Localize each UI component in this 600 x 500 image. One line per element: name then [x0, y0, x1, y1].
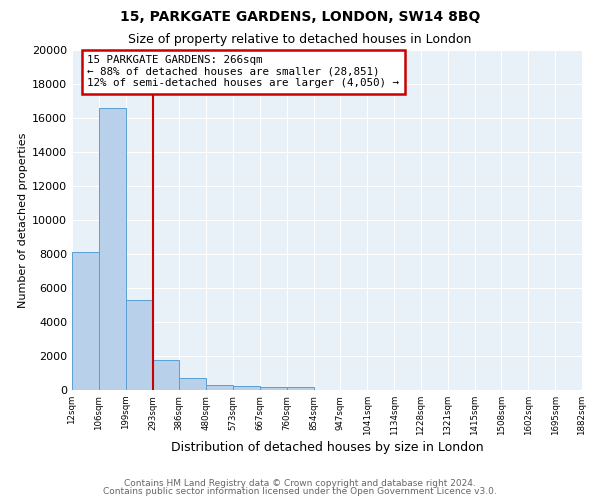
Bar — [287, 387, 314, 390]
Bar — [72, 252, 99, 390]
X-axis label: Distribution of detached houses by size in London: Distribution of detached houses by size … — [170, 441, 484, 454]
Y-axis label: Number of detached properties: Number of detached properties — [18, 132, 28, 308]
Bar — [99, 108, 125, 390]
Bar — [125, 300, 152, 390]
Bar — [233, 386, 260, 390]
Text: 15 PARKGATE GARDENS: 266sqm
← 88% of detached houses are smaller (28,851)
12% of: 15 PARKGATE GARDENS: 266sqm ← 88% of det… — [88, 55, 400, 88]
Text: Contains HM Land Registry data © Crown copyright and database right 2024.: Contains HM Land Registry data © Crown c… — [124, 478, 476, 488]
Text: Size of property relative to detached houses in London: Size of property relative to detached ho… — [128, 32, 472, 46]
Bar — [260, 386, 287, 390]
Bar — [179, 378, 206, 390]
Text: Contains public sector information licensed under the Open Government Licence v3: Contains public sector information licen… — [103, 487, 497, 496]
Bar — [152, 360, 179, 390]
Bar — [206, 384, 233, 390]
Text: 15, PARKGATE GARDENS, LONDON, SW14 8BQ: 15, PARKGATE GARDENS, LONDON, SW14 8BQ — [120, 10, 480, 24]
